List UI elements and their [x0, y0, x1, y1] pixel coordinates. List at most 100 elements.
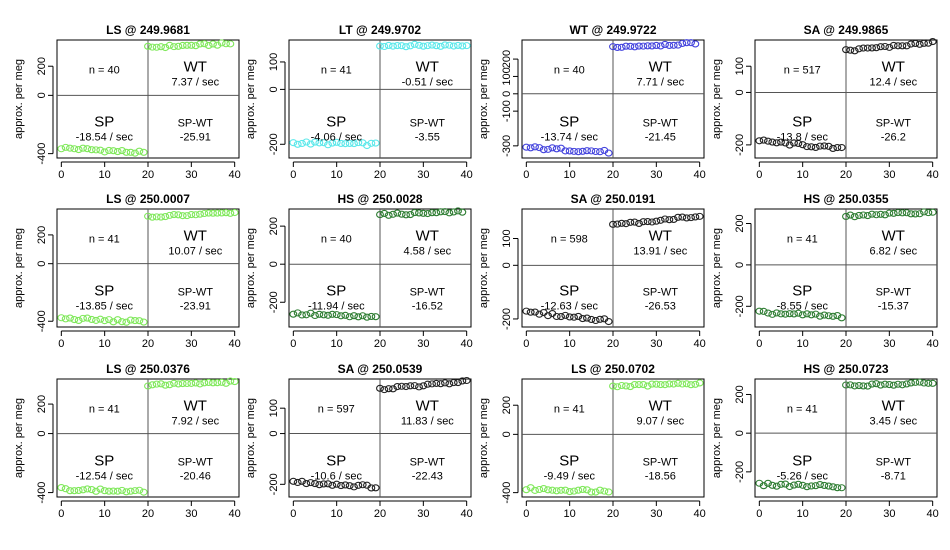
wt-rate: 11.83 / sec [401, 416, 454, 428]
x-tick-label: 40 [229, 338, 241, 350]
wt-point [889, 41, 898, 49]
sp-point [79, 144, 87, 152]
wt-point [428, 41, 436, 49]
wt-point [842, 46, 850, 54]
wt-point [859, 382, 868, 390]
wt-point [850, 47, 859, 55]
sp-rate: -12.63 / sec [541, 301, 599, 313]
y-tick-label: 0 [501, 91, 513, 97]
wt-point [402, 211, 410, 219]
y-axis-title: approx. per meg [711, 59, 723, 139]
sp-point [578, 485, 587, 493]
wt-point [911, 39, 920, 47]
wt-point [174, 211, 183, 219]
sp-point [772, 139, 781, 147]
wt-point [406, 211, 415, 219]
sp-point [764, 309, 772, 317]
wt-label: WT [649, 398, 672, 415]
sp-rate: -10.6 / sec [311, 471, 363, 483]
sp-wt-value: -16.52 [412, 301, 443, 313]
wt-point [462, 42, 471, 50]
sp-label: SP [94, 453, 114, 470]
wt-point [402, 43, 410, 51]
wt-point [376, 42, 384, 50]
y-tick-label: -400 [36, 143, 48, 165]
wt-point [669, 215, 678, 223]
chart-panel: LS @ 250.0376 n = 41 WT7.92 / sec SP-12.54 … [13, 362, 241, 520]
wt-point [170, 43, 178, 51]
wt-point [687, 39, 695, 47]
wt-point [209, 40, 217, 48]
wt-point [894, 42, 902, 50]
wt-point [178, 380, 187, 388]
wt-point [196, 40, 204, 48]
wt-point [868, 44, 876, 52]
wt-point [850, 382, 859, 390]
y-tick-label: 100 [268, 53, 280, 71]
y-tick-label: -200 [734, 295, 746, 317]
sp-point [126, 487, 135, 495]
sp-point [583, 486, 591, 494]
wt-point [204, 378, 213, 387]
sp-label: SP [94, 114, 114, 131]
sp-point [768, 138, 777, 146]
sp-point [591, 316, 600, 325]
x-tick-label: 20 [840, 169, 852, 181]
n-count-label: n = 517 [784, 65, 821, 77]
wt-point [609, 220, 617, 228]
wt-point [406, 382, 415, 390]
x-tick-label: 10 [99, 508, 111, 520]
wt-point [635, 381, 643, 389]
sp-wt-label: SP-WT [643, 118, 679, 130]
x-tick-label: 0 [290, 508, 296, 520]
x-tick-label: 20 [374, 169, 386, 181]
wt-rate: 6.82 / sec [869, 246, 917, 258]
sp-point [61, 485, 70, 493]
wt-point [920, 208, 928, 216]
wt-rate: 7.92 / sec [171, 416, 219, 428]
y-axis-title: approx. per meg [13, 59, 25, 139]
y-tick-label: 200 [268, 217, 280, 235]
wt-point [898, 42, 907, 50]
sp-point [755, 307, 764, 315]
sp-point [544, 312, 552, 320]
sp-point [328, 310, 337, 318]
wt-point [191, 379, 200, 387]
x-tick-label: 10 [797, 338, 809, 350]
sp-rate: -9.49 / sec [544, 471, 596, 483]
sp-point [302, 311, 311, 319]
sp-point [837, 314, 846, 322]
wt-point [661, 215, 669, 223]
wt-point [397, 210, 406, 218]
wt-point [187, 211, 196, 219]
wt-point [384, 41, 393, 50]
wt-point [630, 218, 639, 226]
sp-point [764, 137, 772, 145]
y-axis-title: approx. per meg [711, 228, 723, 308]
sp-point [772, 482, 781, 490]
sp-point [829, 144, 837, 153]
wt-point [222, 379, 230, 387]
wt-point [868, 380, 876, 388]
wt-point [687, 214, 695, 222]
x-tick-label: 20 [840, 508, 852, 520]
wt-point [907, 40, 915, 48]
wt-rate: -0.51 / sec [402, 77, 454, 89]
wt-point [617, 219, 626, 227]
sp-point [79, 486, 87, 494]
sp-point [96, 315, 105, 323]
sp-point [354, 481, 363, 489]
sp-point [535, 310, 544, 318]
sp-point [131, 149, 139, 157]
y-tick-label: -200 [268, 291, 280, 313]
chart-panel: HS @ 250.0355 n = 41 WT6.82 / sec SP-8.55 /… [711, 192, 939, 350]
sp-rate: -12.54 / sec [76, 471, 134, 483]
sp-point [118, 146, 126, 155]
sp-point [324, 480, 332, 488]
x-tick-label: 20 [142, 169, 154, 181]
sp-label: SP [559, 283, 579, 300]
wt-point [410, 40, 419, 48]
sp-label: SP [792, 453, 812, 470]
wt-point [648, 218, 656, 226]
x-tick-label: 30 [650, 338, 662, 350]
